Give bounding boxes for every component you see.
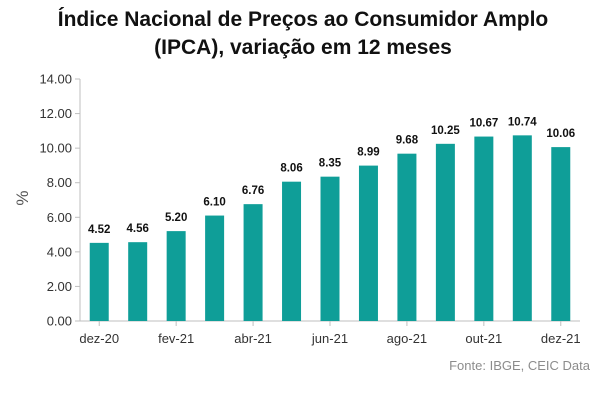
data-label: 8.35 [319, 158, 342, 170]
data-label: 8.99 [357, 147, 379, 159]
x-tick-label: jun-21 [311, 331, 348, 346]
bar [282, 181, 302, 321]
y-tick-label: 12.00 [39, 106, 72, 121]
data-label: 10.67 [469, 118, 498, 130]
x-tick-label: ago-21 [387, 331, 427, 346]
y-tick-label: 14.00 [39, 72, 72, 87]
data-label: 10.74 [508, 116, 537, 128]
bar [243, 204, 263, 321]
bar [397, 153, 417, 321]
bar-series [89, 135, 571, 321]
data-label: 6.10 [203, 197, 225, 209]
x-axis: dez-20 fev-21 abr-21 jun-21 ago-21 out-21 dez-… [79, 320, 581, 346]
data-label: 10.06 [546, 128, 575, 140]
y-axis: 0.00 2.00 4.00 6.00 8.00 10.00 12.00 14.00 [39, 72, 81, 329]
bar [435, 143, 455, 321]
data-label: 5.20 [165, 212, 187, 224]
data-label: 4.56 [126, 223, 148, 235]
bar [551, 147, 571, 321]
bar [205, 215, 225, 321]
bar [166, 231, 186, 321]
y-tick-label: 10.00 [39, 141, 72, 156]
data-label: 8.06 [280, 163, 302, 175]
x-tick-label: dez-21 [541, 331, 581, 346]
bar [89, 242, 109, 321]
bar [512, 135, 532, 321]
chart-title-line-1: Índice Nacional de Preços ao Consumidor … [57, 8, 549, 31]
x-tick-label: out-21 [465, 331, 502, 346]
y-tick-label: 8.00 [47, 175, 72, 190]
x-tick-label: abr-21 [234, 331, 272, 346]
source-note: Fonte: IBGE, CEIC Data [449, 358, 590, 373]
data-label: 10.25 [431, 125, 460, 137]
data-labels: 4.52 4.56 5.20 6.10 6.76 8.06 8.35 8.99 9.68 10.2… [88, 116, 575, 236]
bar [358, 165, 378, 321]
bar [320, 176, 340, 321]
y-tick-label: 2.00 [47, 279, 72, 294]
y-tick-label: 0.00 [47, 314, 72, 329]
y-tick-label: 6.00 [47, 210, 72, 225]
bar [128, 242, 148, 321]
data-label: 4.52 [88, 224, 110, 236]
bar [474, 136, 494, 321]
x-tick-label: dez-20 [79, 331, 119, 346]
x-tick-label: fev-21 [158, 331, 194, 346]
y-tick-label: 4.00 [47, 244, 72, 259]
data-label: 6.76 [242, 185, 264, 197]
y-axis-label: % [13, 190, 32, 205]
chart-title-line-2: (IPCA), variação em 12 meses [154, 36, 452, 59]
chart-title: Índice Nacional de Preços ao Consumidor … [0, 6, 606, 62]
data-label: 9.68 [396, 135, 419, 147]
